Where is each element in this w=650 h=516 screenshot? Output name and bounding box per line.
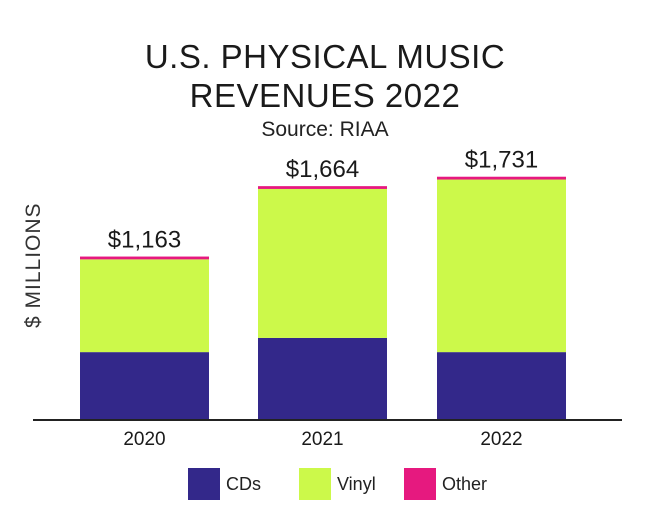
- chart-subtitle: Source: RIAA: [261, 118, 389, 141]
- bar-cds-2021: [258, 337, 387, 420]
- bar-other-2020: [80, 256, 209, 260]
- total-label-2020: $1,163: [108, 227, 181, 254]
- chart-title-line-2: REVENUES 2022: [189, 77, 461, 114]
- legend-item-other: Other: [404, 468, 487, 500]
- bar-vinyl-2020: [80, 259, 209, 353]
- bar-vinyl-2022: [437, 179, 566, 353]
- chart-title-line-1: U.S. PHYSICAL MUSIC: [144, 38, 506, 75]
- bar-other-2021: [258, 186, 387, 189]
- legend-label-other: Other: [442, 473, 488, 494]
- x-tick-label-2020: 2020: [123, 429, 165, 450]
- legend-label-cds: CDs: [226, 473, 261, 494]
- total-label-2022: $1,731: [465, 147, 538, 174]
- legend-item-vinyl: Vinyl: [299, 468, 376, 500]
- x-tick-label-2022: 2022: [480, 429, 522, 450]
- bar-cds-2020: [80, 352, 209, 420]
- legend-swatch-vinyl: [299, 468, 331, 500]
- legend-item-cds: CDs: [188, 468, 261, 500]
- bar-cds-2022: [437, 352, 566, 420]
- x-tick-label-2021: 2021: [301, 429, 343, 450]
- legend: CDs Vinyl Other: [0, 468, 650, 500]
- total-label-2021: $1,664: [286, 156, 359, 183]
- legend-swatch-cds: [188, 468, 220, 500]
- bar-vinyl-2021: [258, 188, 387, 338]
- legend-label-vinyl: Vinyl: [337, 473, 376, 494]
- bar-other-2022: [437, 176, 566, 180]
- legend-swatch-other: [404, 468, 436, 500]
